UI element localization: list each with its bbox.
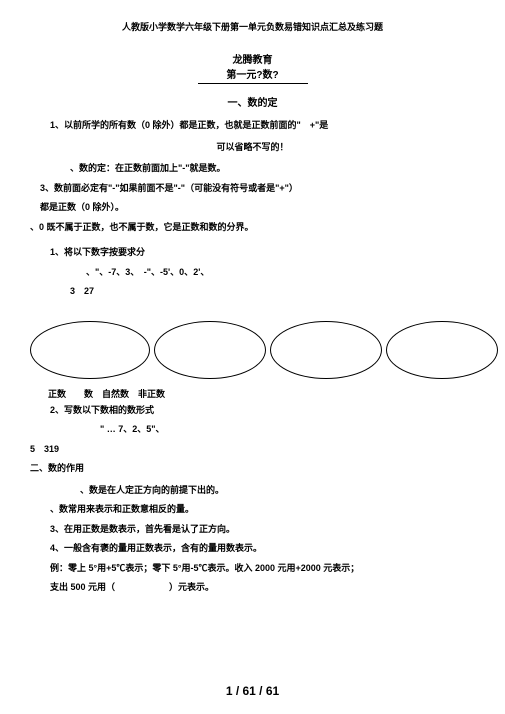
section3-p1: 、数是在人定正方向的前提下出的。 — [80, 484, 475, 498]
ellipse-4 — [386, 321, 498, 379]
section2-p3: 5 319 — [30, 443, 475, 457]
labels-row: 正数 数 自然数 非正数 — [48, 387, 475, 400]
company-name: 龙腾教育 — [30, 51, 475, 66]
section3-p2: 、数常用来表示和正数意相反的量。 — [50, 503, 475, 517]
section1-p2: 可以省略不写的！ — [30, 141, 475, 155]
section1-p1: 1、以前所学的所有数（0 除外）都是正数，也就是正数前面的" +"是 — [50, 119, 475, 133]
section3-p6: 支出 500 元用（ ）元表示。 — [50, 581, 475, 595]
section1-p9: 3 27 — [70, 285, 475, 299]
section1-p5: 都是正数（0 除外）。 — [40, 201, 475, 215]
section3-p3: 3、在用正数是数表示，首先看是认了正方向。 — [50, 523, 475, 537]
subtitle: 第一元?数? — [30, 66, 475, 81]
title-divider — [198, 83, 308, 84]
ellipse-3 — [270, 321, 382, 379]
page-footer: 1 / 61 / 61 — [0, 684, 505, 698]
ellipses-row — [30, 321, 475, 379]
section1-p8: 、"、-7、3、 -"、-5'、0、2'、 — [86, 266, 475, 280]
section1-p4: 3、数前面必定有"-"如果前面不是"-"（可能没有符号或者是"+"） — [40, 182, 475, 196]
section1-heading: 一、数的定 — [30, 94, 475, 109]
section3-p5: 例：零上 5°用+5℃表示；零下 5°用-5℃表示。收入 2000 元用+200… — [50, 562, 475, 576]
ellipse-2 — [154, 321, 266, 379]
section1-p7: 1、将以下数字按要求分 — [50, 246, 475, 260]
section3-p4: 4、一般含有褒的量用正数表示，含有的量用数表示。 — [50, 542, 475, 556]
header-title: 人教版小学数学六年级下册第一单元负数易错知识点汇总及练习题 — [30, 20, 475, 33]
section2-p1: 2、写数以下数相的数形式 — [50, 404, 475, 418]
ellipse-1 — [30, 321, 150, 379]
section1-p3: 、数的定：在正数前面加上"-"就是数。 — [70, 162, 475, 176]
section3-heading: 二、数的作用 — [30, 462, 475, 476]
section1-p6: 、0 既不属于正数，也不属于数，它是正数和数的分界。 — [30, 221, 475, 235]
section2-p2: " … 7、2、5"、 — [100, 423, 475, 437]
